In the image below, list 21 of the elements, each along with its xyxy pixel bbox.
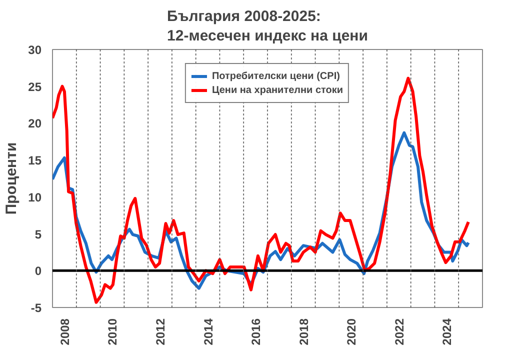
x-tick-label: 2008 <box>58 318 72 346</box>
x-tick-label: 2016 <box>249 318 264 346</box>
x-tick-label: 2012 <box>154 318 168 346</box>
y-tick-label: -5 <box>30 301 42 315</box>
y-tick-label: 5 <box>34 227 42 242</box>
x-tick-label: 2024 <box>440 318 454 346</box>
x-tick-label: 2018 <box>296 318 311 346</box>
y-tick-label: 15 <box>28 154 42 168</box>
y-tick-label: 25 <box>28 80 42 94</box>
legend-label: Цени на хранителни стоки <box>212 84 344 97</box>
x-tick-label: 2022 <box>392 318 406 346</box>
y-tick-label: 30 <box>28 43 42 57</box>
y-tick-label: 20 <box>28 116 42 131</box>
y-tick-label: 10 <box>28 190 42 204</box>
x-tick-label: 2010 <box>106 318 120 346</box>
chart-title: България 2008-2025: 12-месечен индекс на цени <box>167 8 368 44</box>
y-tick-label: 0 <box>34 264 42 278</box>
x-tick-label: 2014 <box>201 318 216 346</box>
x-tick-label: 2020 <box>344 318 359 346</box>
y-axis-title: Проценти <box>3 142 20 215</box>
legend-label: Потребителски цени (CPI) <box>212 70 340 83</box>
